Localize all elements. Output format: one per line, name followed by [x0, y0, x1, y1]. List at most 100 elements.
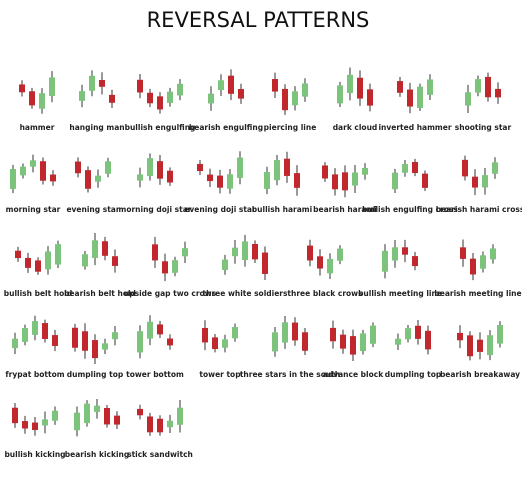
candle-body [327, 258, 333, 274]
candle-body [227, 174, 233, 189]
candlestick-icon [397, 74, 433, 114]
candlestick-icon [137, 153, 173, 188]
pattern-label: dumpling top [67, 370, 124, 379]
candlestick-icon [465, 72, 501, 113]
candlestick-icon [19, 71, 55, 114]
candle-body [347, 74, 353, 94]
candle-body [137, 79, 143, 93]
candle-body [405, 328, 411, 340]
candle-body [32, 422, 38, 431]
candlestick-icon [264, 151, 300, 196]
candle-body [22, 328, 28, 342]
pattern-label: advance block [323, 370, 384, 379]
pattern-label: bearish breakaway [440, 370, 520, 379]
candlestick-icon [382, 239, 418, 279]
candle-body [72, 327, 78, 348]
candle-body [465, 92, 471, 106]
candle-body [417, 86, 423, 108]
candle-body [52, 410, 58, 421]
candlestick-icon [72, 323, 118, 364]
candle-body [497, 324, 503, 344]
pattern-label: morning star [6, 205, 61, 214]
candle-body [412, 256, 418, 267]
candlestick-icon [12, 402, 58, 436]
candle-body [49, 77, 55, 96]
candle-body [467, 335, 473, 357]
pattern-label: bullish engulfing cross [362, 205, 458, 214]
candlestick-icon [75, 157, 111, 193]
candle-body [92, 340, 98, 359]
candlestick-icon [12, 315, 58, 355]
candle-body [492, 162, 498, 174]
candle-body [42, 419, 48, 426]
candle-body [350, 336, 356, 355]
candle-body [167, 338, 173, 346]
candle-body [292, 322, 298, 341]
candle-body [167, 170, 173, 183]
candle-body [207, 174, 213, 182]
candle-body [147, 92, 153, 104]
candle-body [272, 332, 278, 352]
candle-body [294, 173, 300, 188]
candlestick-icon [152, 236, 188, 282]
candlestick-icon [272, 72, 308, 115]
candle-body [137, 174, 143, 181]
candle-body [105, 161, 111, 174]
pattern-label: bearish engulfing [189, 123, 263, 132]
candle-body [470, 258, 476, 275]
candle-body [407, 89, 413, 107]
candle-body [177, 83, 183, 96]
candle-body [152, 244, 158, 261]
pattern-label: bullish belt hold [4, 289, 73, 298]
candlestick-icon [79, 70, 115, 109]
candle-body [202, 327, 208, 343]
candle-body [490, 248, 496, 260]
candle-body [40, 161, 46, 181]
pattern-label: bearish harami cross [436, 205, 522, 214]
candlestick-icon [137, 74, 183, 114]
candle-body [392, 247, 398, 261]
candlestick-icon [197, 151, 243, 194]
candle-body [157, 161, 163, 179]
candle-body [460, 247, 466, 259]
candlestick-icon [82, 233, 118, 273]
candle-body [112, 256, 118, 266]
pattern-label: shooting star [455, 123, 512, 132]
pattern-label: bearish harami [313, 205, 377, 214]
candle-body [284, 158, 290, 176]
candle-body [228, 75, 234, 94]
candle-body [302, 83, 308, 97]
candle-body [487, 335, 493, 356]
pattern-label: bearish belt hold [64, 289, 136, 298]
candle-body [402, 164, 408, 173]
candle-body [238, 89, 244, 99]
candle-body [82, 254, 88, 267]
candle-body [89, 75, 95, 91]
pattern-label: dark cloud [333, 123, 378, 132]
candle-body [92, 240, 98, 258]
candle-body [217, 175, 223, 188]
candle-body [475, 79, 481, 93]
pattern-label: tower bottom [126, 370, 184, 379]
pattern-label: piercing line [264, 123, 317, 132]
candle-body [340, 334, 346, 349]
candle-body [362, 167, 368, 175]
candle-body [35, 260, 41, 272]
candle-body [25, 257, 31, 268]
candle-body [292, 91, 298, 106]
candle-body [172, 260, 178, 273]
candlestick-icon [462, 155, 498, 196]
candlestick-icon [10, 154, 56, 194]
candle-body [337, 85, 343, 104]
candle-body [462, 159, 468, 177]
candle-body [330, 327, 336, 342]
candle-body [52, 335, 58, 346]
candle-body [12, 338, 18, 349]
candlestick-icon [337, 67, 373, 112]
candle-body [222, 339, 228, 348]
candle-body [20, 166, 26, 176]
candle-body [264, 172, 270, 189]
pattern-label: three white soldiers [203, 289, 288, 298]
